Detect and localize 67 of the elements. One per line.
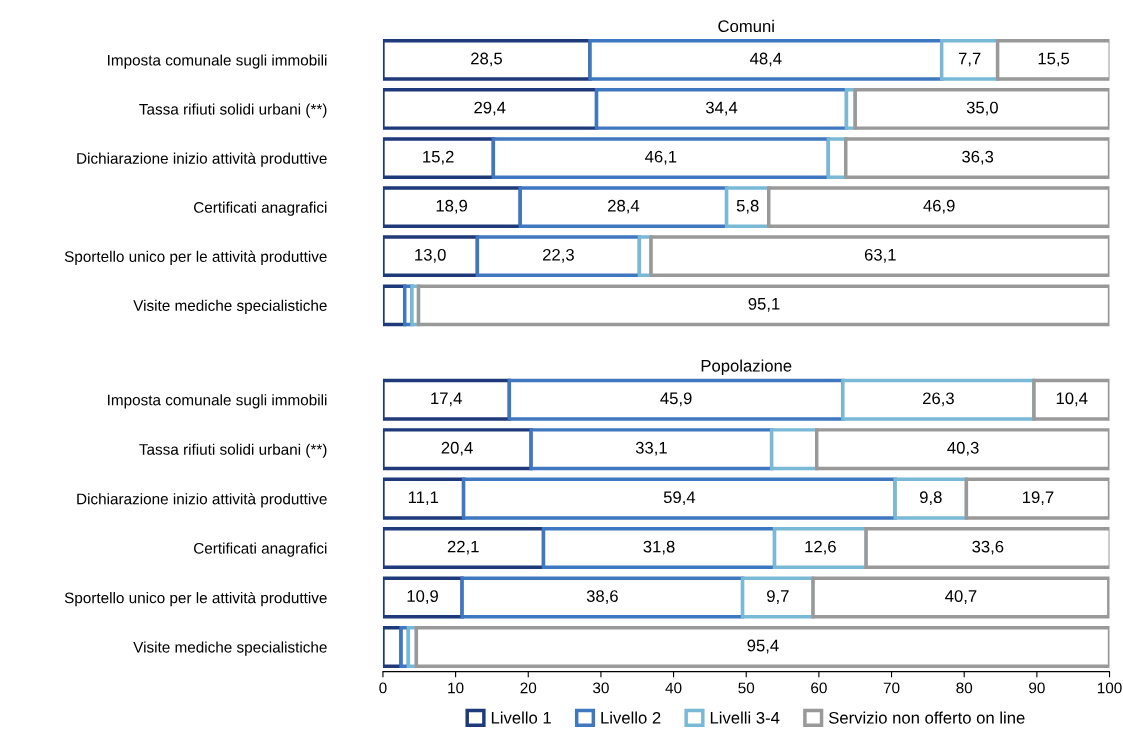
legend-label: Livello 2 <box>601 711 661 724</box>
data-label: 48,4 <box>750 52 782 67</box>
y-tick-label: Dichiarazione inizio attività produttive <box>77 152 327 167</box>
data-label: 63,1 <box>864 248 896 263</box>
data-label: 20,4 <box>441 441 473 456</box>
data-label: 10,9 <box>407 590 438 604</box>
data-label: 15,5 <box>1038 52 1070 67</box>
data-label: 18,9 <box>436 199 468 214</box>
data-label: 19,7 <box>1023 491 1054 506</box>
data-label: 22,1 <box>447 540 479 555</box>
x-tick-label: 70 <box>883 682 900 694</box>
x-tick-label: 0 <box>379 682 387 694</box>
y-tick-label: Sportello unico per le attività produttive <box>64 250 327 265</box>
x-tick-label: 60 <box>811 682 827 694</box>
x-tick-label: 10 <box>448 682 464 694</box>
data-label: 34,4 <box>705 101 738 116</box>
data-label: 12,6 <box>805 540 836 555</box>
y-tick-label: Visite mediche specialistiche <box>133 299 327 314</box>
data-label: 31,8 <box>643 540 675 555</box>
data-label: 59,4 <box>663 491 696 506</box>
data-label: 46,9 <box>923 199 955 214</box>
x-tick-label: 30 <box>593 682 609 694</box>
data-label: 40,7 <box>945 590 977 604</box>
chart-title: Popolazione <box>701 359 792 375</box>
x-tick-label: 20 <box>520 682 537 694</box>
y-tick-label: Tassa rifiuti solidi urbani (**) <box>139 103 327 118</box>
data-label: 7,7 <box>958 52 981 67</box>
chart-title: Comuni <box>718 19 774 33</box>
y-tick-label: Dichiarazione inizio attività produttive <box>77 492 327 508</box>
data-label: 29,4 <box>474 101 506 116</box>
y-tick-label: Tassa rifiuti solidi urbani (**) <box>139 443 327 458</box>
y-tick-label: Visite mediche specialistiche <box>133 641 327 656</box>
y-tick-label: Imposta comunale sugli immobili <box>108 54 327 69</box>
x-tick-label: 40 <box>665 682 682 694</box>
x-tick-label: 50 <box>738 682 755 694</box>
y-tick-label: Sportello unico per le attività produttive <box>64 591 327 607</box>
data-label: 28,4 <box>608 199 640 214</box>
data-label: 33,1 <box>635 441 667 456</box>
data-label: 9,7 <box>767 590 789 604</box>
legend-label: Servizio non offerto on line <box>828 711 1025 724</box>
data-label: 17,4 <box>431 392 462 407</box>
data-label: 36,3 <box>962 150 994 165</box>
data-label: 11,1 <box>408 491 439 506</box>
data-label: 15,2 <box>423 150 454 165</box>
y-tick-label: Certificati anagrafici <box>194 542 327 557</box>
x-tick-label: 80 <box>956 682 973 694</box>
data-label: 26,3 <box>923 392 954 407</box>
data-label: 46,1 <box>645 150 677 165</box>
data-label: 35,0 <box>966 101 998 116</box>
legend-label: Livelli 3-4 <box>710 711 780 724</box>
data-label: 45,9 <box>660 392 692 407</box>
data-label: 28,5 <box>471 52 502 67</box>
data-label: 95,1 <box>748 297 780 312</box>
data-label: 38,6 <box>586 590 618 604</box>
x-tick-label: 100 <box>1097 682 1122 694</box>
legend-label: Livello 1 <box>491 711 551 724</box>
data-label: 13,0 <box>415 248 446 263</box>
data-label: 9,8 <box>919 491 942 506</box>
data-label: 40,3 <box>947 441 979 456</box>
data-label: 33,6 <box>972 540 1004 555</box>
data-label: 95,4 <box>747 639 779 654</box>
data-label: 5,8 <box>736 199 759 214</box>
y-tick-label: Imposta comunale sugli immobili <box>108 394 327 409</box>
x-tick-label: 90 <box>1029 682 1045 694</box>
data-label: 10,4 <box>1056 392 1088 407</box>
y-tick-label: Certificati anagrafici <box>194 201 327 216</box>
data-label: 22,3 <box>543 248 574 263</box>
